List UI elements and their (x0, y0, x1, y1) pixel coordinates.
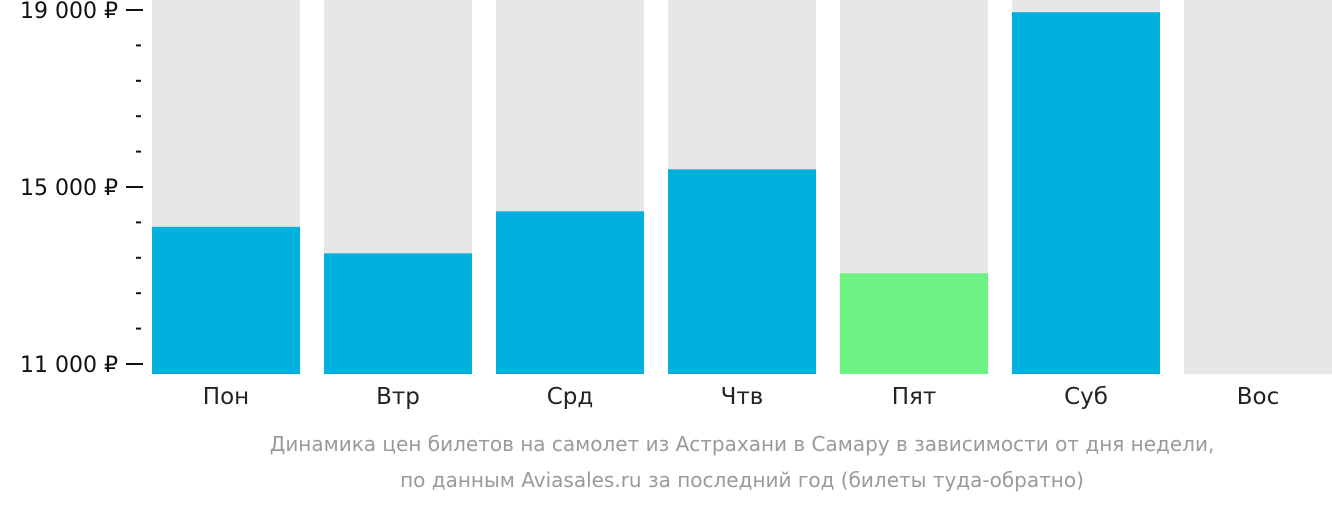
x-tick-label-5: Суб (1064, 384, 1108, 410)
price-bar-3 (668, 169, 816, 374)
price-bar-1 (324, 253, 472, 374)
x-tick-label-1: Втр (376, 384, 420, 410)
bar-background-6 (1184, 0, 1332, 374)
chart-caption-line-1: по данным Aviasales.ru за последний год … (400, 468, 1084, 492)
x-tick-label-2: Срд (547, 384, 594, 410)
y-tick-label-2: 11 000 ₽ (20, 353, 118, 378)
y-tick-label-0: 19 000 ₽ (20, 0, 118, 24)
price-bar-4 (840, 273, 988, 374)
price-bar-5 (1012, 12, 1160, 375)
x-tick-label-3: Чтв (721, 384, 764, 410)
x-tick-label-6: Вос (1237, 384, 1280, 410)
price-bar-2 (496, 211, 644, 374)
price-bar-0 (152, 226, 300, 374)
x-tick-label-4: Пят (892, 384, 937, 410)
x-tick-label-0: Пон (203, 384, 249, 410)
chart-caption-line-0: Динамика цен билетов на самолет из Астра… (270, 432, 1215, 456)
y-tick-label-1: 15 000 ₽ (20, 176, 118, 201)
